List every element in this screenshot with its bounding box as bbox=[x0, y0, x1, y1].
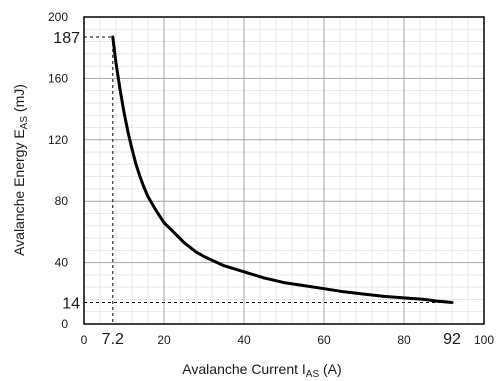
y-marker-label: 14 bbox=[62, 296, 80, 313]
plot-frame bbox=[83, 16, 485, 325]
y-tick-label: 0 bbox=[61, 317, 68, 331]
y-axis-title: Avalanche Energy EAS (mJ) bbox=[11, 84, 30, 256]
series-line bbox=[111, 35, 454, 304]
x-tick-label: 40 bbox=[237, 333, 251, 347]
y-marker-label: 187 bbox=[53, 30, 80, 47]
x-tick-label: 60 bbox=[317, 333, 331, 347]
y-tick-label: 120 bbox=[48, 133, 68, 147]
y-tick-label: 160 bbox=[48, 71, 68, 85]
major-grid bbox=[84, 17, 484, 324]
minor-grid bbox=[84, 17, 484, 324]
x-tick-label: 20 bbox=[157, 333, 171, 347]
x-axis-title: Avalanche Current IAS (A) bbox=[182, 361, 341, 380]
x-tick-label: 0 bbox=[81, 333, 88, 347]
y-tick-label: 40 bbox=[55, 256, 69, 270]
x-tick-labels: 0 20 40 60 80 100 bbox=[81, 333, 495, 347]
x-tick-label: 80 bbox=[397, 333, 411, 347]
marker-labels: 7.2 92 187 14 bbox=[53, 30, 461, 348]
x-tick-label: 100 bbox=[474, 333, 494, 347]
x-marker-label: 92 bbox=[443, 331, 461, 348]
y-tick-label: 200 bbox=[48, 10, 68, 24]
y-tick-labels: 0 40 80 120 160 200 bbox=[48, 10, 68, 331]
reference-guide-lines bbox=[84, 36, 452, 324]
y-tick-label: 80 bbox=[55, 194, 69, 208]
plot-series bbox=[111, 35, 454, 304]
x-marker-label: 7.2 bbox=[102, 331, 124, 348]
